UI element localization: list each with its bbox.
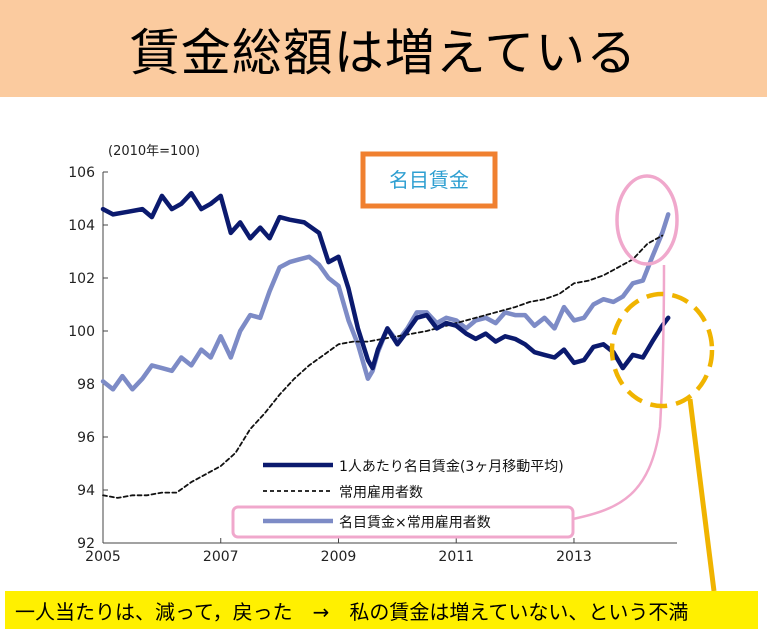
title-banner: 賃金総額は増えている [0, 0, 767, 97]
y-tick-label: 94 [77, 483, 95, 499]
legend-highlight-box [231, 505, 575, 539]
x-tick-label: 2011 [438, 549, 474, 565]
series-per-capita-wage-line [100, 190, 671, 371]
chart-title: 名目賃金 [389, 168, 469, 192]
unit-note: (2010年=100) [108, 144, 200, 159]
y-tick-label: 98 [77, 377, 95, 393]
series-group [100, 190, 671, 499]
y-tick-label: 104 [68, 218, 95, 234]
x-tick-label: 2007 [203, 549, 239, 565]
legend-label-2: 常用雇用者数 [339, 484, 423, 501]
caption-banner: 一人当たりは、減って，戻った → 私の賃金は増えていない、という不満 [5, 591, 758, 629]
x-tick-label: 2013 [556, 549, 592, 565]
y-tick-label: 96 [77, 430, 95, 446]
series-employees-line [102, 234, 664, 499]
series-total-wage-line [100, 212, 671, 392]
pink-connector-line [572, 264, 666, 521]
y-tick-label: 106 [68, 165, 95, 181]
caption-text: 一人当たりは、減って，戻った → 私の賃金は増えていない、という不満 [15, 599, 689, 624]
total-endpoint-highlight [615, 174, 679, 266]
x-tick-label: 2009 [321, 549, 357, 565]
legend-label-1: 1人あたり名目賃金(3ヶ月移動平均) [339, 459, 564, 475]
y-tick-label: 102 [68, 271, 95, 287]
y-tick-label: 100 [68, 324, 95, 340]
chart-title-box: 名目賃金 [360, 151, 498, 209]
chart-title-frame [360, 151, 498, 209]
gold-pointer-line [687, 398, 717, 591]
legend-label-3: 名目賃金×常用雇用者数 [339, 514, 491, 531]
page-title: 賃金総額は増えている [129, 23, 638, 82]
per-capita-endpoint-highlight [609, 291, 715, 409]
x-tick-label: 2005 [85, 549, 121, 565]
plot-frame [102, 172, 677, 544]
annotations [231, 174, 717, 591]
y-tick-label: 92 [77, 536, 95, 552]
